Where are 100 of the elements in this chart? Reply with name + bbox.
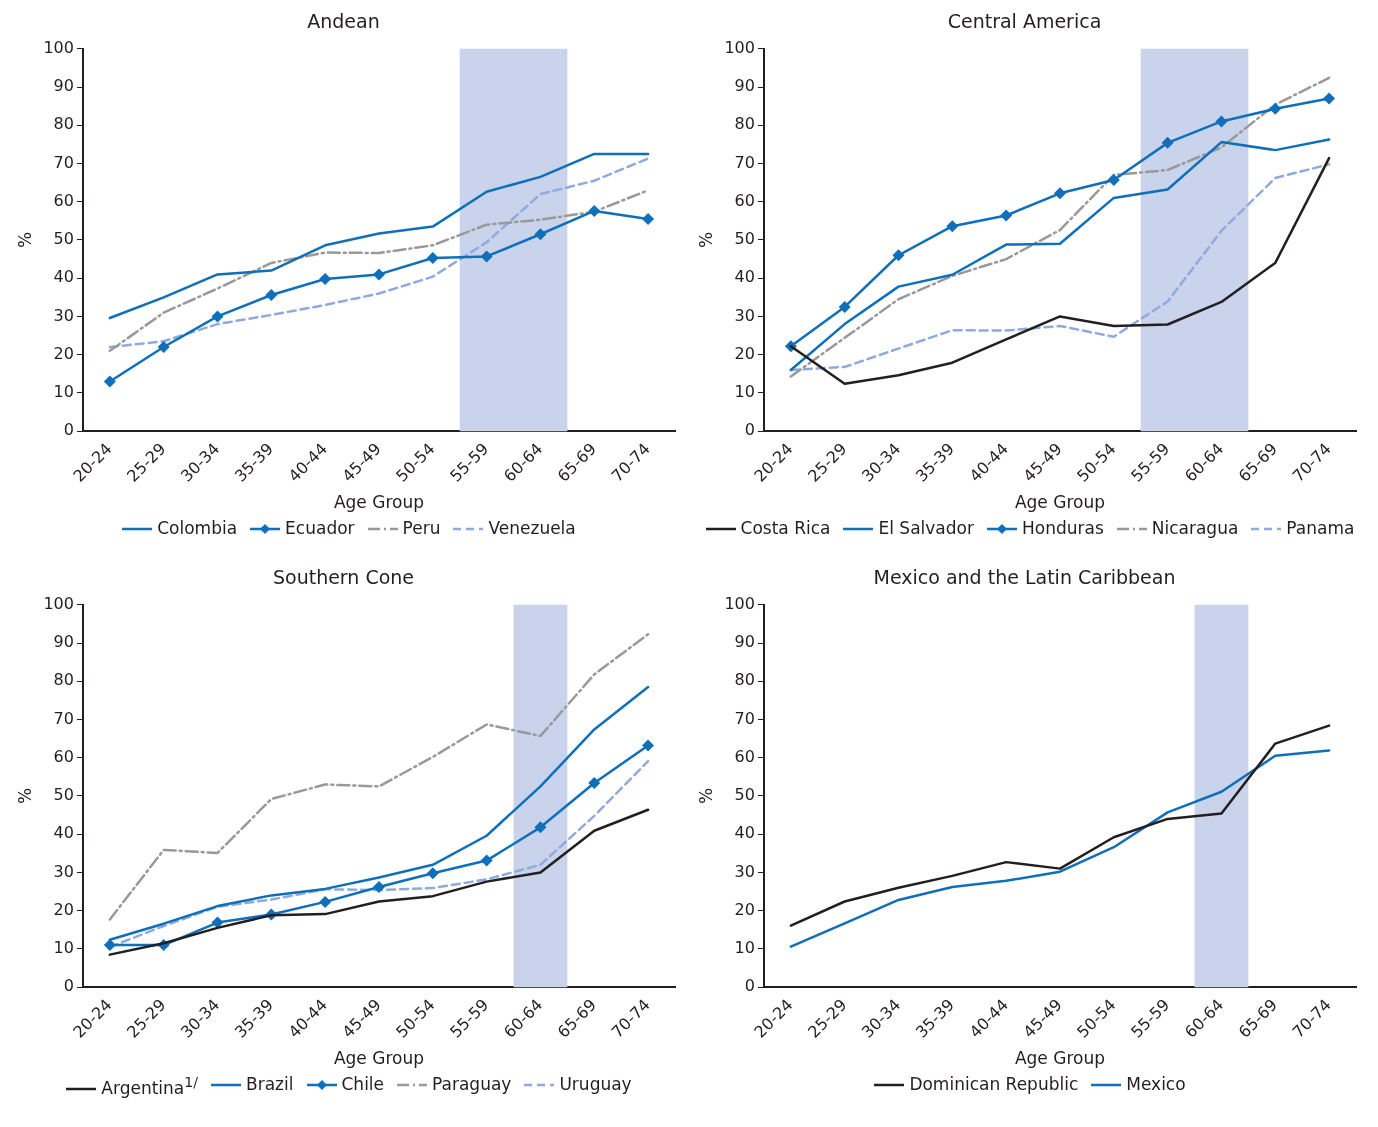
y-tick-label: 40 — [53, 823, 74, 843]
y-tick-label: 20 — [734, 343, 755, 363]
y-tick-label: 20 — [53, 899, 74, 919]
point — [1269, 102, 1282, 115]
y-tick-label: 80 — [53, 114, 74, 134]
x-axis-title: Age Group — [333, 1048, 424, 1069]
point — [1053, 187, 1066, 200]
point — [534, 228, 547, 241]
y-tick-label: 90 — [734, 632, 755, 652]
y-axis-title: % — [14, 231, 35, 249]
y-tick-label: 70 — [734, 708, 755, 728]
y-tick-label: 10 — [734, 938, 755, 958]
y-tick-label: 50 — [53, 785, 74, 805]
legend-label: Panama — [1286, 518, 1355, 538]
y-tick-label: 40 — [53, 267, 74, 287]
y-tick-label: 10 — [53, 938, 74, 958]
legend-label: Dominican Republic — [909, 1074, 1079, 1094]
y-axis-title: % — [695, 787, 716, 805]
y-tick-label: 80 — [734, 670, 755, 690]
point — [1107, 173, 1120, 186]
y-tick-label: 30 — [53, 861, 74, 881]
y-tick-label: 40 — [734, 267, 755, 287]
legend-label: Brazil — [246, 1074, 294, 1094]
legend-label: Argentina$^{1/}$ — [101, 1074, 199, 1098]
point — [103, 375, 116, 388]
legend-label: El Salvador — [878, 518, 974, 538]
legend-label: Peru — [402, 518, 441, 538]
y-tick-label: 70 — [53, 708, 74, 728]
point — [319, 895, 332, 908]
point — [480, 250, 493, 263]
y-tick-label: 20 — [734, 899, 755, 919]
legend-label: Venezuela — [488, 518, 576, 538]
chart-title: Mexico and the Latin Caribbean — [873, 566, 1176, 589]
point — [426, 867, 439, 880]
legend-label: Honduras — [1021, 518, 1104, 538]
legend-label: Uruguay — [559, 1074, 632, 1094]
chart-title: Southern Cone — [272, 566, 415, 589]
y-tick-label: 30 — [734, 305, 755, 325]
legend-label: Colombia — [157, 518, 238, 538]
y-tick-label: 100 — [43, 593, 74, 613]
y-tick-label: 100 — [724, 593, 755, 613]
point — [1161, 136, 1174, 149]
y-tick-label: 90 — [53, 632, 74, 652]
line-series — [108, 632, 650, 921]
y-tick-label: 60 — [53, 190, 74, 210]
y-tick-label: 100 — [724, 37, 755, 57]
point — [642, 739, 655, 752]
legend-label: Paraguay — [432, 1074, 512, 1094]
point — [1000, 209, 1013, 222]
point — [157, 341, 170, 354]
y-tick-label: 70 — [734, 152, 755, 172]
y-tick-label: 60 — [53, 746, 74, 766]
y-tick-label: 90 — [53, 76, 74, 96]
point — [1323, 92, 1336, 105]
y-tick-label: 60 — [734, 190, 755, 210]
point — [588, 776, 601, 789]
point — [103, 939, 116, 952]
legend-label: Mexico — [1126, 1074, 1186, 1094]
y-tick-label: 40 — [734, 823, 755, 843]
legend-label: Ecuador — [285, 518, 355, 538]
y-tick-label: 30 — [53, 305, 74, 325]
y-tick-label: 70 — [53, 152, 74, 172]
point — [372, 880, 385, 893]
y-tick-label: 50 — [734, 785, 755, 805]
y-tick-label: 80 — [734, 114, 755, 134]
point — [946, 220, 959, 233]
chart-title: Andean — [307, 10, 380, 33]
y-tick-label: 20 — [53, 343, 74, 363]
x-axis-title: Age Group — [333, 492, 424, 513]
y-tick-label: 50 — [53, 229, 74, 249]
point — [319, 272, 332, 285]
x-axis-title: Age Group — [1014, 1048, 1105, 1069]
y-tick-label: 100 — [43, 37, 74, 57]
y-tick-label: 0 — [63, 976, 74, 996]
legend-label: Nicaragua — [1151, 518, 1239, 538]
point — [480, 854, 493, 867]
y-tick-label: 60 — [734, 746, 755, 766]
point — [426, 251, 439, 264]
y-axis-title: % — [14, 787, 35, 805]
point — [211, 310, 224, 323]
point — [892, 249, 905, 262]
point — [588, 204, 601, 217]
y-tick-label: 0 — [744, 976, 755, 996]
y-tick-label: 0 — [63, 420, 74, 440]
chart-title: Central America — [947, 10, 1102, 33]
legend-label: Costa Rica — [740, 518, 831, 538]
y-tick-label: 30 — [734, 861, 755, 881]
point — [265, 289, 278, 302]
point — [642, 212, 655, 225]
point — [1215, 115, 1228, 128]
y-tick-label: 50 — [734, 229, 755, 249]
y-tick-label: 80 — [53, 670, 74, 690]
y-axis-title: % — [695, 231, 716, 249]
y-tick-label: 10 — [734, 382, 755, 402]
x-axis-title: Age Group — [1014, 492, 1105, 513]
legend-label: Chile — [341, 1074, 385, 1094]
point — [838, 300, 851, 313]
y-tick-label: 0 — [744, 420, 755, 440]
y-tick-label: 90 — [734, 76, 755, 96]
y-tick-label: 10 — [53, 382, 74, 402]
